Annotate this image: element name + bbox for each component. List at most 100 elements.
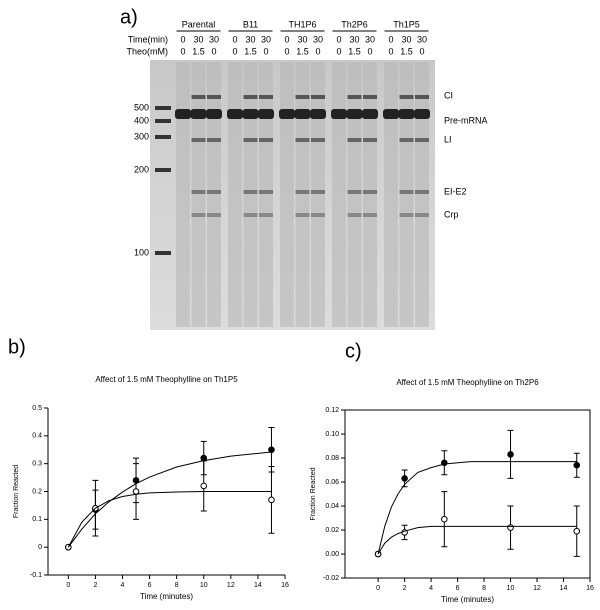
gel-band <box>191 138 206 142</box>
gel-lane <box>259 62 273 327</box>
chart-title: Affect of 1.5 mM Theophylline on Th1P5 <box>95 375 238 384</box>
y-tick-label: 0 <box>38 544 42 551</box>
x-tick-label: 10 <box>507 585 515 592</box>
gel-band <box>243 213 258 217</box>
fit-curve <box>377 461 577 555</box>
gel-band <box>191 95 206 99</box>
lane-theo: 0 <box>232 46 237 56</box>
gel-band <box>347 138 362 142</box>
gel-lane <box>363 62 377 327</box>
y-tick-label: 0.06 <box>325 479 339 486</box>
gel-band <box>311 95 325 99</box>
gel-band <box>311 138 325 142</box>
size-marker: 100 <box>134 247 149 257</box>
lane-theo: 1.5 <box>296 46 309 56</box>
data-point <box>401 475 408 482</box>
gel-lane <box>311 62 325 327</box>
group-label: Th2P6 <box>341 19 368 29</box>
panel-label: b) <box>8 336 26 358</box>
band-label: EI-E2 <box>444 186 467 196</box>
gel-lane <box>399 62 414 327</box>
x-tick-label: 2 <box>93 582 97 589</box>
gel-lane <box>228 62 242 327</box>
lane-time: 0 <box>336 34 341 44</box>
lane-time: 30 <box>365 34 375 44</box>
data-point <box>441 515 448 523</box>
y-tick-label: 0.04 <box>325 503 339 510</box>
gel-band <box>346 109 363 119</box>
y-tick-label: 0.5 <box>32 405 42 412</box>
gel-band <box>363 138 377 142</box>
gel-band <box>190 109 207 119</box>
gel-band <box>191 213 206 217</box>
y-tick-label: 0.02 <box>325 527 339 534</box>
x-tick-label: 8 <box>482 585 486 592</box>
band-label: CI <box>444 90 453 100</box>
lane-time: 30 <box>349 34 359 44</box>
gel-band <box>295 95 310 99</box>
y-tick-label: -0.1 <box>30 572 42 579</box>
band-label: Crp <box>444 209 459 219</box>
gel-band <box>363 190 377 194</box>
gel-band <box>259 138 273 142</box>
data-point <box>507 451 514 458</box>
gel-band <box>414 109 430 119</box>
gel-band <box>398 109 415 119</box>
x-tick-label: 0 <box>376 585 380 592</box>
gel-lane <box>176 62 190 327</box>
gel-band <box>191 190 206 194</box>
group-label: TH1P6 <box>288 19 316 29</box>
gel-band <box>207 190 221 194</box>
gel-band <box>243 95 258 99</box>
lane-theo: 0 <box>419 46 424 56</box>
size-marker: 500 <box>134 102 149 112</box>
gel-lane <box>415 62 429 327</box>
gel-band <box>243 138 258 142</box>
x-tick-label: 16 <box>281 582 289 589</box>
group-label: Th1P5 <box>393 19 420 29</box>
gel-band <box>259 95 273 99</box>
data-point <box>132 488 140 495</box>
lane-theo: 1.5 <box>244 46 257 56</box>
fit-curve <box>67 491 272 548</box>
lane-theo: 0 <box>388 46 393 56</box>
lane-time: 30 <box>245 34 255 44</box>
x-axis-label: Time (minutes) <box>140 592 193 601</box>
x-axis-label: Time (minutes) <box>441 595 494 604</box>
data-point <box>573 461 581 469</box>
gel-band <box>295 213 310 217</box>
gel-band <box>155 251 171 255</box>
lane-theo: 0 <box>211 46 216 56</box>
gel-band <box>399 213 414 217</box>
x-tick-label: 14 <box>254 582 262 589</box>
lane-theo: 0 <box>263 46 268 56</box>
x-tick-label: 4 <box>429 585 433 592</box>
lane-time: 30 <box>401 34 411 44</box>
gel-band <box>259 213 273 217</box>
lane-theo: 0 <box>284 46 289 56</box>
gel-band <box>399 138 414 142</box>
gel-band <box>294 109 311 119</box>
gel-lane <box>243 62 258 327</box>
panel-label: a) <box>120 6 138 28</box>
lane-time: 30 <box>417 34 427 44</box>
y-tick-label: 0.3 <box>32 461 42 468</box>
gel-band <box>362 109 378 119</box>
x-tick-label: 12 <box>227 582 235 589</box>
y-tick-label: 0.00 <box>325 551 339 558</box>
lane-theo: 0 <box>180 46 185 56</box>
x-tick-label: 12 <box>533 585 541 592</box>
fit-curve <box>377 525 577 555</box>
panel-label: c) <box>345 340 362 362</box>
gel-band <box>279 109 295 119</box>
lane-theo: 0 <box>336 46 341 56</box>
gel-band <box>207 213 221 217</box>
x-tick-label: 6 <box>148 582 152 589</box>
gel-band <box>311 190 325 194</box>
data-point <box>507 524 514 531</box>
lane-theo: 0 <box>315 46 320 56</box>
band-label: LI <box>444 134 452 144</box>
group-label: Parental <box>182 19 216 29</box>
gel-band <box>155 168 171 172</box>
